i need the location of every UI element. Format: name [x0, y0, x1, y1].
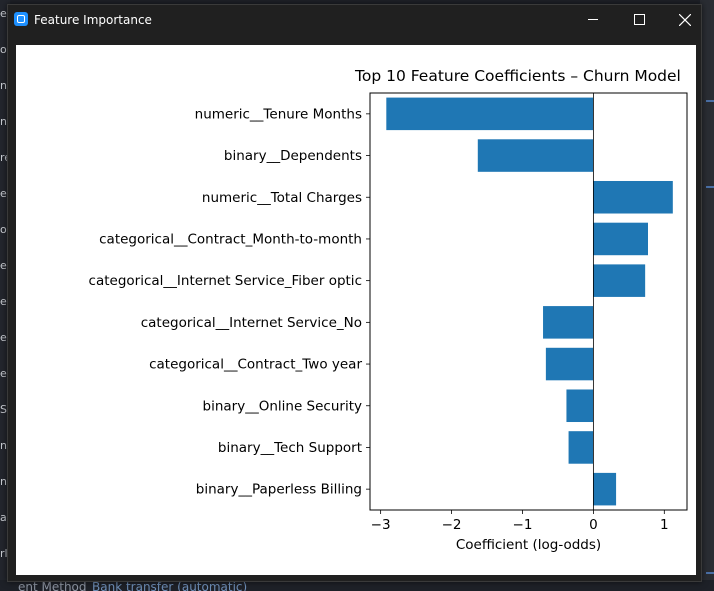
- y-tick-labels: numeric__Tenure Months binary__Dependents…: [89, 106, 370, 498]
- chart-title: Top 10 Feature Coefficients – Churn Mode…: [354, 67, 681, 85]
- background-payment-value: Bank transfer (automatic): [92, 580, 248, 591]
- x-tick-label: 0: [589, 517, 598, 533]
- title-bar[interactable]: Feature Importance: [8, 5, 701, 35]
- background-payment-label: ent Method: [18, 580, 87, 591]
- y-tick-label: categorical__Contract_Two year: [149, 357, 362, 373]
- bar: [593, 472, 617, 506]
- y-tick-label: numeric__Total Charges: [202, 190, 362, 206]
- bar: [543, 306, 594, 339]
- app-icon: [14, 12, 28, 26]
- background-app-right-edge: [700, 0, 714, 591]
- y-tick-label: categorical__Internet Service_Fiber opti…: [89, 273, 362, 289]
- background-text-fragment: n: [0, 440, 7, 452]
- background-text-fragment: e: [0, 368, 7, 380]
- background-text-fragment: n: [0, 476, 7, 488]
- background-text-fragment: e: [0, 296, 7, 308]
- minimize-button[interactable]: [570, 5, 616, 35]
- y-tick-label: numeric__Tenure Months: [195, 106, 362, 122]
- maximize-button[interactable]: [616, 5, 662, 35]
- background-mark: [706, 100, 714, 102]
- minimize-icon: [588, 19, 598, 20]
- background-text-fragment: e: [0, 260, 7, 272]
- close-button[interactable]: [662, 5, 708, 35]
- window-title: Feature Importance: [34, 13, 152, 27]
- background-text-fragment: e: [0, 188, 7, 200]
- close-icon: [679, 14, 691, 26]
- background-text-fragment: e: [0, 8, 7, 20]
- bar: [545, 347, 594, 381]
- bars-group: [386, 97, 673, 506]
- background-text-fragment: n: [0, 116, 7, 128]
- background-text-fragment: a: [0, 512, 7, 524]
- y-tick-label: categorical__Internet Service_No: [141, 315, 362, 331]
- x-tick-label: −3: [371, 517, 391, 533]
- y-tick-label: categorical__Contract_Month-to-month: [99, 231, 362, 247]
- y-tick-label: binary__Paperless Billing: [196, 482, 362, 498]
- background-text-fragment: o: [0, 44, 7, 56]
- bar: [566, 389, 594, 423]
- figure-canvas: Top 10 Feature Coefficients – Churn Mode…: [16, 45, 696, 575]
- bar: [593, 222, 648, 256]
- maximize-icon: [634, 14, 645, 25]
- x-tick-label: −2: [442, 517, 462, 533]
- bar: [593, 180, 673, 214]
- background-text-fragment: o: [0, 224, 7, 236]
- background-bottom-row: ent Method Bank transfer (automatic): [0, 580, 714, 591]
- background-text-fragment: n: [0, 80, 7, 92]
- x-tick-label: 1: [660, 517, 669, 533]
- axes-frame: [369, 92, 688, 511]
- y-tick-label: binary__Dependents: [224, 148, 362, 164]
- background-text-fragment: re: [0, 152, 10, 164]
- bar: [568, 431, 594, 464]
- background-text-fragment: rl: [0, 548, 8, 560]
- feature-importance-window: Feature Importance Top 10 Feature Coeffi…: [7, 4, 702, 582]
- bar: [477, 139, 594, 172]
- bar: [593, 264, 646, 297]
- y-tick-label: binary__Online Security: [203, 398, 362, 414]
- chart-svg: Top 10 Feature Coefficients – Churn Mode…: [89, 67, 688, 553]
- x-axis-label: Coefficient (log-odds): [456, 537, 601, 553]
- x-tick-label: −1: [513, 517, 533, 533]
- background-mark: [706, 572, 714, 574]
- background-text-fragment: S: [0, 404, 7, 416]
- background-mark: [706, 186, 714, 188]
- background-app-left-edge: [0, 0, 10, 591]
- bar: [386, 97, 594, 131]
- y-tick-label: binary__Tech Support: [218, 440, 362, 456]
- background-text-fragment: e: [0, 332, 7, 344]
- x-ticks: −3 −2 −1 0 1: [371, 510, 669, 533]
